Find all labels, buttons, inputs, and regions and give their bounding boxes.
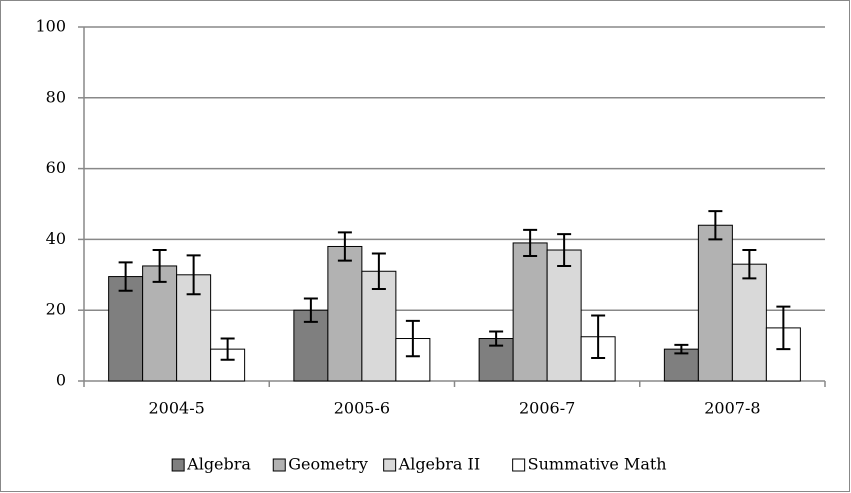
error-bar [303,297,318,323]
error-bar [337,231,352,262]
bar [512,242,548,382]
bar [327,245,363,382]
error-bar [523,228,538,258]
error-bar [674,343,689,355]
legend-swatch [383,458,397,472]
legend-swatch [171,458,185,472]
x-tick-label: 2004-5 [148,399,204,418]
bar [731,263,767,382]
error-bar [591,314,606,359]
bar [697,224,733,382]
y-tick-label: 100 [35,17,66,36]
legend-label: Summative Math [528,455,667,474]
legend-label: Algebra [186,455,251,474]
y-tick-label: 0 [56,371,66,390]
error-bar [776,305,791,351]
error-bar [708,210,723,241]
legend-label: Algebra II [398,455,481,474]
legend-swatch [512,458,526,472]
error-bar [405,319,420,358]
y-tick-label: 60 [46,158,66,177]
bar [663,348,699,382]
error-bar [742,249,757,280]
legend-swatch [272,458,286,472]
error-bar [118,261,133,292]
error-bar [371,252,386,290]
x-tick-label: 2006-7 [519,399,575,418]
bar [108,276,144,382]
error-bar [152,249,167,283]
error-bar [489,330,504,347]
bar [546,249,582,382]
x-tick-label: 2007-8 [704,399,760,418]
x-tick-label: 2005-6 [334,399,390,418]
y-tick-label: 20 [46,300,66,319]
bar [142,265,178,382]
error-bar [220,337,235,361]
y-tick-label: 40 [46,229,66,248]
y-tick-label: 80 [46,87,66,106]
legend-label: Geometry [288,455,368,474]
error-bar [186,254,201,296]
error-bar [557,233,572,267]
